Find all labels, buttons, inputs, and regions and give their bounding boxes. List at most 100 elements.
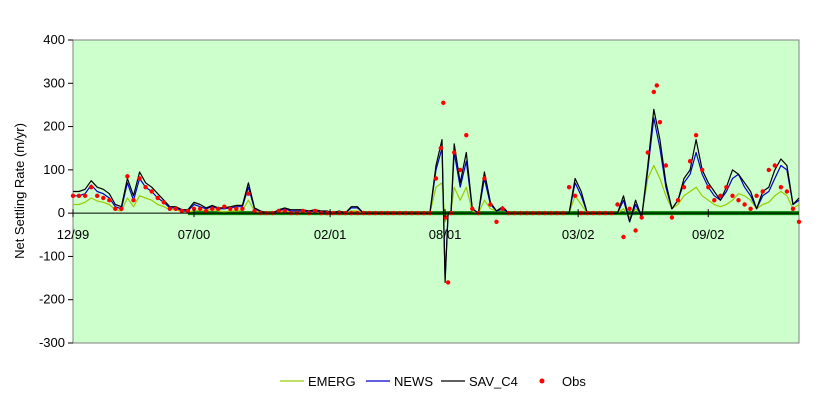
obs-point — [228, 206, 233, 211]
obs-point — [107, 198, 112, 203]
obs-point — [252, 208, 257, 214]
obs-point — [70, 193, 76, 198]
obs-point — [125, 174, 130, 179]
obs-point — [234, 206, 239, 211]
obs-point — [445, 280, 451, 285]
legend-label: NEWS — [394, 374, 433, 389]
legend-swatch — [539, 378, 545, 384]
obs-point — [149, 189, 154, 194]
legend-label: SAV_C4 — [469, 374, 518, 389]
y-tick-label: -100 — [39, 248, 65, 263]
obs-point — [101, 195, 106, 201]
obs-point — [488, 202, 493, 207]
obs-point — [651, 89, 656, 95]
obs-point — [639, 215, 644, 220]
obs-point — [615, 202, 620, 207]
obs-point — [470, 206, 475, 211]
obs-point — [482, 176, 487, 181]
obs-point — [736, 198, 741, 203]
obs-point — [137, 176, 142, 181]
series-line-sav_c4 — [73, 108, 800, 283]
obs-point — [433, 176, 439, 181]
obs-point — [633, 228, 638, 233]
obs-point — [173, 206, 178, 211]
obs-point — [300, 208, 306, 214]
obs-point — [724, 185, 729, 190]
axis-layer: -300 -200 -100 0 100 200 300 400 12/99 07/00 02/01… — [39, 32, 799, 350]
obs-point — [712, 198, 717, 203]
y-tick-label: 200 — [43, 119, 65, 134]
obs-point — [155, 195, 160, 201]
obs-point — [143, 185, 148, 190]
y-tick-label: 300 — [43, 75, 65, 90]
obs-point — [464, 133, 469, 138]
legend-item-sav_c4: SAV_C4 — [441, 374, 518, 389]
obs-point — [742, 202, 747, 207]
obs-point — [167, 206, 172, 211]
obs-point — [645, 150, 650, 155]
obs-point — [566, 185, 572, 190]
obs-point — [706, 185, 711, 190]
x-tick-label: 02/01 — [314, 227, 347, 242]
obs-point — [441, 100, 446, 106]
obs-point — [282, 208, 287, 214]
obs-point — [458, 167, 463, 173]
legend-label: Obs — [562, 374, 586, 389]
obs-point — [748, 206, 753, 211]
obs-point — [718, 193, 723, 198]
obs-point — [203, 208, 209, 214]
obs-point — [681, 185, 687, 190]
obs-point — [161, 200, 166, 205]
obs-point — [693, 133, 699, 138]
series-line-emerg — [73, 164, 800, 223]
obs-point — [438, 146, 443, 151]
obs-point — [246, 191, 251, 196]
obs-point — [179, 208, 185, 214]
obs-point — [82, 193, 88, 198]
plot-area — [72, 39, 800, 344]
obs-point — [240, 206, 245, 211]
obs-point — [500, 206, 505, 211]
obs-point — [730, 193, 735, 198]
obs-point — [443, 215, 448, 220]
y-axis-title: Net Settling Rate (m/yr) — [12, 123, 27, 259]
obs-point — [452, 150, 457, 155]
obs-point — [216, 206, 221, 211]
legend-item-emerg: EMERG — [280, 374, 356, 389]
x-tick-label: 09/02 — [692, 227, 725, 242]
y-tick-label: -300 — [39, 335, 65, 350]
obs-point — [185, 208, 191, 214]
obs-point — [276, 208, 281, 214]
legend-item-news: NEWS — [366, 374, 433, 389]
obs-point — [754, 193, 759, 198]
obs-point — [197, 206, 203, 211]
obs-point — [113, 206, 118, 211]
x-tick-label: 12/99 — [57, 227, 90, 242]
obs-point — [772, 163, 777, 168]
obs-point — [796, 219, 802, 224]
obs-point — [654, 83, 659, 88]
legend-item-obs: Obs — [539, 374, 586, 389]
obs-point — [784, 189, 790, 194]
obs-point — [627, 206, 632, 211]
x-tick-label: 07/00 — [178, 227, 211, 242]
obs-point — [210, 206, 215, 211]
obs-point — [766, 167, 771, 173]
x-tick-label: 08/01 — [429, 227, 462, 242]
obs-point — [663, 163, 669, 168]
legend-label: EMERG — [308, 374, 356, 389]
obs-point — [669, 215, 675, 220]
obs-point — [760, 189, 765, 194]
obs-point — [131, 198, 136, 203]
obs-point — [687, 159, 693, 164]
obs-point — [119, 206, 124, 211]
x-tick-label: 03/02 — [562, 227, 595, 242]
obs-point — [657, 120, 663, 125]
obs-point — [76, 193, 82, 198]
obs-point — [95, 193, 100, 198]
obs-point — [621, 234, 626, 240]
obs-point — [312, 208, 318, 214]
y-tick-label: -200 — [39, 292, 65, 307]
obs-point — [494, 219, 499, 224]
